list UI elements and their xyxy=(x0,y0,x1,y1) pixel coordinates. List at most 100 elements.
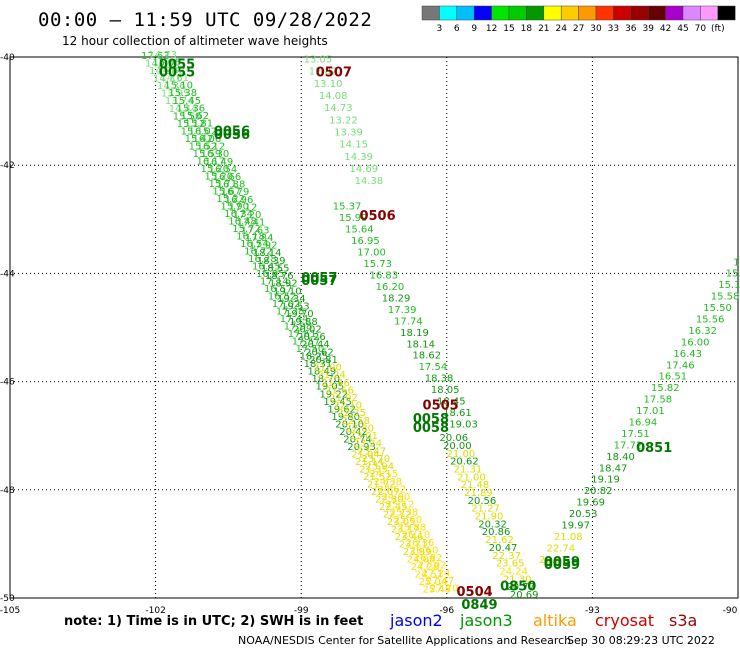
swh-value: 18.14 xyxy=(406,339,435,350)
swh-value: 17.41 xyxy=(237,218,266,229)
swh-value: 19.03 xyxy=(449,420,478,431)
colorbar-label: 42 xyxy=(660,24,671,34)
colorbar-swatch xyxy=(439,5,458,21)
pass-time-label: 0055 xyxy=(159,58,195,73)
swh-value: 13.95 xyxy=(161,89,190,100)
swh-value: 23.70 xyxy=(361,454,390,465)
colorbar-label: 39 xyxy=(642,24,654,34)
swh-value: 15.99 xyxy=(339,213,368,224)
pass-time-label: 0057 xyxy=(301,274,337,289)
swh-value: 16.32 xyxy=(688,326,717,337)
swh-value: 24.62 xyxy=(378,484,407,495)
swh-value: 24.90 xyxy=(382,492,411,503)
colorbar-label: 33 xyxy=(608,24,619,34)
colorbar-label: 24 xyxy=(555,24,567,34)
y-tick-label: -46 xyxy=(0,378,15,388)
swh-value: 18.25 xyxy=(300,352,329,363)
colorbar-label: 27 xyxy=(573,24,584,34)
swh-value: 21.92 xyxy=(329,393,358,404)
swh-value: 15.62 xyxy=(180,111,209,122)
swh-value: 27.24 xyxy=(422,568,451,579)
swh-value: 26.10 xyxy=(402,530,431,541)
swh-value: 21.72 xyxy=(367,479,396,490)
swh-value: 16.52 xyxy=(268,292,297,303)
swh-value: 21.62 xyxy=(485,535,514,546)
swh-value: 22.58 xyxy=(341,416,370,427)
swh-value: 15.50 xyxy=(726,269,740,280)
swh-value: 20.02 xyxy=(293,324,322,335)
swh-value: 18.55 xyxy=(261,263,290,274)
swh-value: 26.82 xyxy=(414,553,443,564)
swh-value: 21.04 xyxy=(351,449,380,460)
pass-time-label: 0056 xyxy=(214,128,250,143)
swh-value: 17.61 xyxy=(288,329,317,340)
x-tick-label: -105 xyxy=(0,606,20,616)
swh-value: 21.00 xyxy=(447,449,476,460)
swh-value: 13.74 xyxy=(165,96,194,107)
swh-value: 18.70 xyxy=(312,374,341,385)
swh-value: 14.89 xyxy=(145,59,174,70)
x-tick-label: -96 xyxy=(439,606,454,616)
swh-value: 17.84 xyxy=(245,233,274,244)
swh-value: 20.26 xyxy=(297,332,326,343)
swh-value: 19.10 xyxy=(273,286,302,297)
swh-value: 15.82 xyxy=(651,383,680,394)
swh-value: 16.20 xyxy=(376,282,405,293)
swh-value: 23.17 xyxy=(391,524,420,535)
swh-value: 18.62 xyxy=(412,351,441,362)
swh-value: 25.04 xyxy=(419,577,448,588)
swh-value: 20.62 xyxy=(305,347,334,358)
swh-value: 16.00 xyxy=(681,337,710,348)
swh-value: 21.52 xyxy=(363,472,392,483)
plot-frame xyxy=(9,56,739,599)
swh-value: 19.05 xyxy=(315,382,344,393)
x-tick-label: -90 xyxy=(723,606,738,616)
swh-value: 20.74 xyxy=(343,434,372,445)
swh-value: 16.43 xyxy=(673,349,702,360)
pass-time-label: 0505 xyxy=(423,398,459,413)
swh-value: 22.74 xyxy=(546,543,575,554)
swh-value: 17.01 xyxy=(636,406,665,417)
swh-value: 17.58 xyxy=(644,395,673,406)
colorbar-swatch xyxy=(613,5,632,21)
swh-value: 21.14 xyxy=(355,457,384,468)
swh-value: 15.20 xyxy=(204,171,233,182)
swh-value: 15.58 xyxy=(711,292,740,303)
swh-value: 19.80 xyxy=(331,412,360,423)
swh-value: 17.50 xyxy=(296,344,325,355)
swh-value: 18.45 xyxy=(437,397,466,408)
swh-value: 18.47 xyxy=(599,463,628,474)
swh-value: 17.44 xyxy=(280,314,309,325)
swh-value: 15.13 xyxy=(718,280,740,291)
swh-value: 21.24 xyxy=(317,370,346,381)
swh-value: 20.47 xyxy=(489,543,518,554)
swh-value: 14.69 xyxy=(349,164,378,175)
pass-time-label: 0849 xyxy=(461,598,497,613)
swh-value: 19.19 xyxy=(591,475,620,486)
y-tick-label: -40 xyxy=(0,53,15,63)
swh-value: 17.92 xyxy=(249,241,278,252)
swh-value: 26.60 xyxy=(410,545,439,556)
plot-grid xyxy=(9,56,739,599)
pass-time-label: 0506 xyxy=(359,209,395,224)
footer-credit: NOAA/NESDIS Center for Satellite Applica… xyxy=(238,634,571,647)
chart-title: 00:00 – 11:59 UTC 09/28/2022 xyxy=(38,9,372,31)
swh-value: 15.20 xyxy=(201,164,230,175)
colorbar-label: 6 xyxy=(454,24,460,34)
swh-value: 21.08 xyxy=(554,532,583,543)
swh-value: 19.69 xyxy=(576,498,605,509)
swh-value: 19.62 xyxy=(327,404,356,415)
swh-value: 16.57 xyxy=(264,284,293,295)
pass-time-label: 0057 xyxy=(301,271,337,286)
colorbar-swatch xyxy=(508,5,527,21)
swh-value: 20.81 xyxy=(309,355,338,366)
swh-value: 25.60 xyxy=(394,515,423,526)
satellite-legend-altika: altika xyxy=(533,611,577,630)
swh-value: 15.90 xyxy=(733,257,740,268)
swh-value: 18.05 xyxy=(431,385,460,396)
pass-time-label: 0851 xyxy=(636,441,672,456)
swh-value: 16.88 xyxy=(217,180,246,191)
swh-value: 21.89 xyxy=(464,488,493,499)
colorbar-label: 45 xyxy=(677,24,688,34)
